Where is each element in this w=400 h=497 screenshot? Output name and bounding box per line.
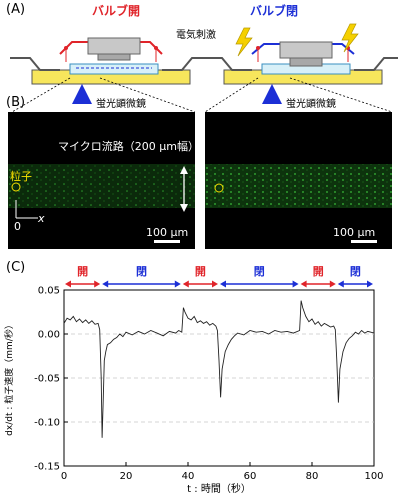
phase-label: 開 (313, 265, 324, 278)
micrograph-closed: 100 μm (205, 112, 392, 249)
valve-closed-title: バルブ閉 (250, 4, 299, 18)
reference-lines (64, 333, 374, 423)
x-axis-title: t : 時間（秒） (187, 482, 251, 495)
panel-label-c: (C) (6, 260, 26, 275)
x-tick-label: 40 (182, 471, 195, 482)
phase-label: 閉 (136, 265, 147, 278)
phase-arrowhead (102, 280, 109, 288)
micrograph-open: マイクロ流路（200 μm幅） 粒子 0 x 100 μm (8, 112, 195, 249)
scale-label-left: 100 μm (146, 226, 189, 239)
phase-indicators: 開閉開閉開閉 (65, 265, 373, 288)
phase-arrowhead (94, 280, 101, 288)
phase-arrowhead (367, 280, 373, 288)
y-axis-title: dx/dt : 粒子速度（mm/秒） (3, 320, 15, 436)
scale-bar-left (154, 240, 180, 243)
x-tick-label: 0 (61, 471, 67, 482)
y-tick-label: -0.15 (34, 462, 60, 473)
series-line (63, 300, 375, 438)
phase-arrowhead (65, 280, 71, 288)
phase-label: 閉 (254, 265, 265, 278)
x-axis-label: x (38, 212, 45, 225)
y-tick-label: 0.00 (38, 330, 60, 341)
device-closed (208, 41, 398, 104)
phase-label: 閉 (350, 265, 361, 278)
phase-arrowhead (212, 280, 218, 288)
valve-schematic (10, 23, 398, 112)
panel-label-a: (A) (6, 2, 26, 17)
origin-label: 0 (14, 220, 21, 233)
phase-arrowhead (337, 280, 344, 288)
y-tick-label: -0.10 (34, 418, 60, 429)
x-tick-label: 100 (364, 471, 383, 482)
velocity-chart: 開 閉 開 閉 開 閉 0 20 40 60 80 100 0.05 0.00 -0.05 -0.10 -0.… (3, 265, 384, 495)
scale-bar-right (351, 240, 377, 243)
y-tick-label: 0.05 (38, 286, 60, 297)
phase-label: 開 (195, 265, 206, 278)
x-tick-label: 20 (120, 471, 133, 482)
x-tick-label: 60 (244, 471, 257, 482)
device-open (10, 37, 212, 104)
panel-label-b: (B) (6, 95, 26, 110)
particle-label: 粒子 (10, 170, 32, 183)
valve-open-title: バルブ開 (92, 4, 141, 18)
channel-label: マイクロ流路（200 μm幅） (58, 140, 195, 153)
microscope-label-right: 蛍光顕微鏡 (286, 99, 336, 110)
phase-arrowhead (174, 280, 181, 288)
axis-ticks: 0 20 40 60 80 100 0.05 0.00 -0.05 -0.10 -0.15 (34, 286, 383, 483)
stimulus-label: 電気刺激 (176, 30, 216, 41)
scale-label-right: 100 μm (333, 226, 376, 239)
phase-arrowhead (300, 280, 307, 288)
x-tick-label: 80 (306, 471, 319, 482)
phase-arrowhead (182, 280, 189, 288)
lightning-icon (235, 27, 253, 57)
phase-arrowhead (292, 280, 299, 288)
phase-arrowhead (329, 280, 336, 288)
lightning-icon (341, 23, 359, 53)
phase-label: 開 (77, 265, 88, 278)
microscope-label-left: 蛍光顕微鏡 (96, 99, 146, 110)
phase-arrowhead (220, 280, 226, 288)
y-tick-label: -0.05 (34, 374, 60, 385)
